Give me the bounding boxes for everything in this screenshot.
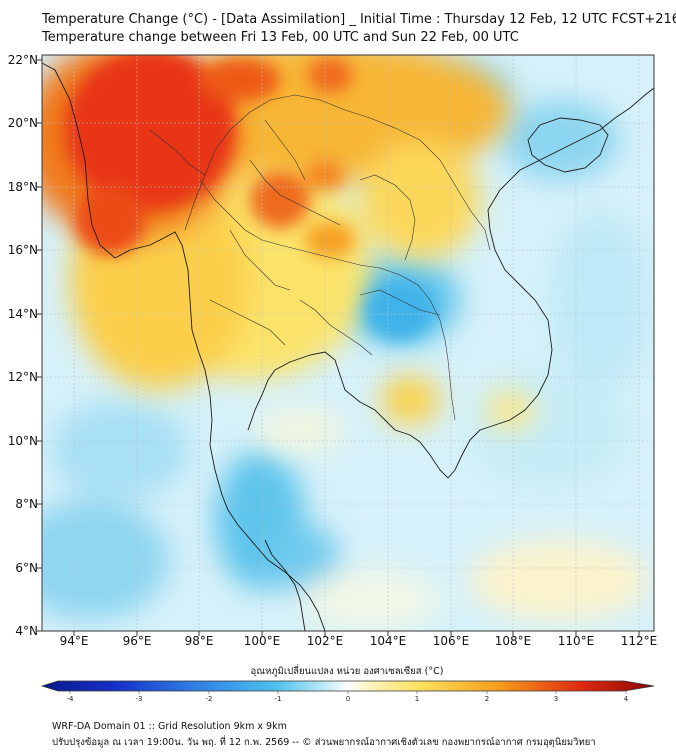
lat-label: 14°N bbox=[7, 307, 38, 321]
temperature-field bbox=[42, 55, 654, 631]
model-info: WRF-DA Domain 01 :: Grid Resolution 9km … bbox=[52, 721, 287, 732]
lat-label: 6°N bbox=[15, 561, 38, 575]
coastlines bbox=[42, 62, 654, 631]
colorbar-tick-label: 0 bbox=[345, 695, 351, 703]
lat-label: 16°N bbox=[7, 243, 38, 257]
colorbar bbox=[40, 680, 655, 694]
map-title: Temperature Change (°C) - [Data Assimila… bbox=[42, 12, 676, 27]
colorbar-tick-label: -4 bbox=[66, 695, 74, 703]
map-frame bbox=[41, 54, 655, 632]
lon-label: 100°E bbox=[243, 634, 281, 648]
lat-label: 20°N bbox=[7, 116, 38, 130]
lat-label: 10°N bbox=[7, 434, 38, 448]
colorbar-tick-label: -3 bbox=[135, 695, 143, 703]
colorbar-tick-label: 3 bbox=[553, 695, 559, 703]
colorbar-tick-label: 1 bbox=[414, 695, 420, 703]
colorbar-title: อุณหภูมิเปลี่ยนแปลง หน่วย องศาเซลเซียส (… bbox=[250, 666, 444, 677]
lon-label: 106°E bbox=[432, 634, 470, 648]
lon-label: 108°E bbox=[494, 634, 532, 648]
lon-label: 102°E bbox=[306, 634, 344, 648]
colorbar-tick-label: 4 bbox=[623, 695, 629, 703]
colorbar-tick-label: -1 bbox=[274, 695, 282, 703]
update-credit: ปรับปรุงข้อมูล ณ เวลา 19:00น. วัน พฤ. ที… bbox=[52, 737, 596, 748]
axis-ticks bbox=[37, 59, 640, 636]
lat-label: 8°N bbox=[15, 497, 38, 511]
lat-label: 12°N bbox=[7, 370, 38, 384]
borders bbox=[149, 94, 491, 421]
colorbar-tick-label: -2 bbox=[205, 695, 213, 703]
lon-label: 104°E bbox=[369, 634, 407, 648]
lat-label: 4°N bbox=[15, 624, 38, 638]
lon-label: 98°E bbox=[184, 634, 214, 648]
colorbar-bar bbox=[40, 680, 655, 692]
map-subtitle: Temperature change between Fri 13 Feb, 0… bbox=[42, 30, 519, 45]
lat-label: 22°N bbox=[7, 53, 38, 67]
lon-label: 110°E bbox=[557, 634, 595, 648]
lon-label: 94°E bbox=[59, 634, 89, 648]
lat-label: 18°N bbox=[7, 180, 38, 194]
lon-label: 96°E bbox=[122, 634, 152, 648]
lon-label: 112°E bbox=[620, 634, 658, 648]
colorbar-tick-label: 2 bbox=[484, 695, 490, 703]
graticule bbox=[42, 55, 654, 631]
